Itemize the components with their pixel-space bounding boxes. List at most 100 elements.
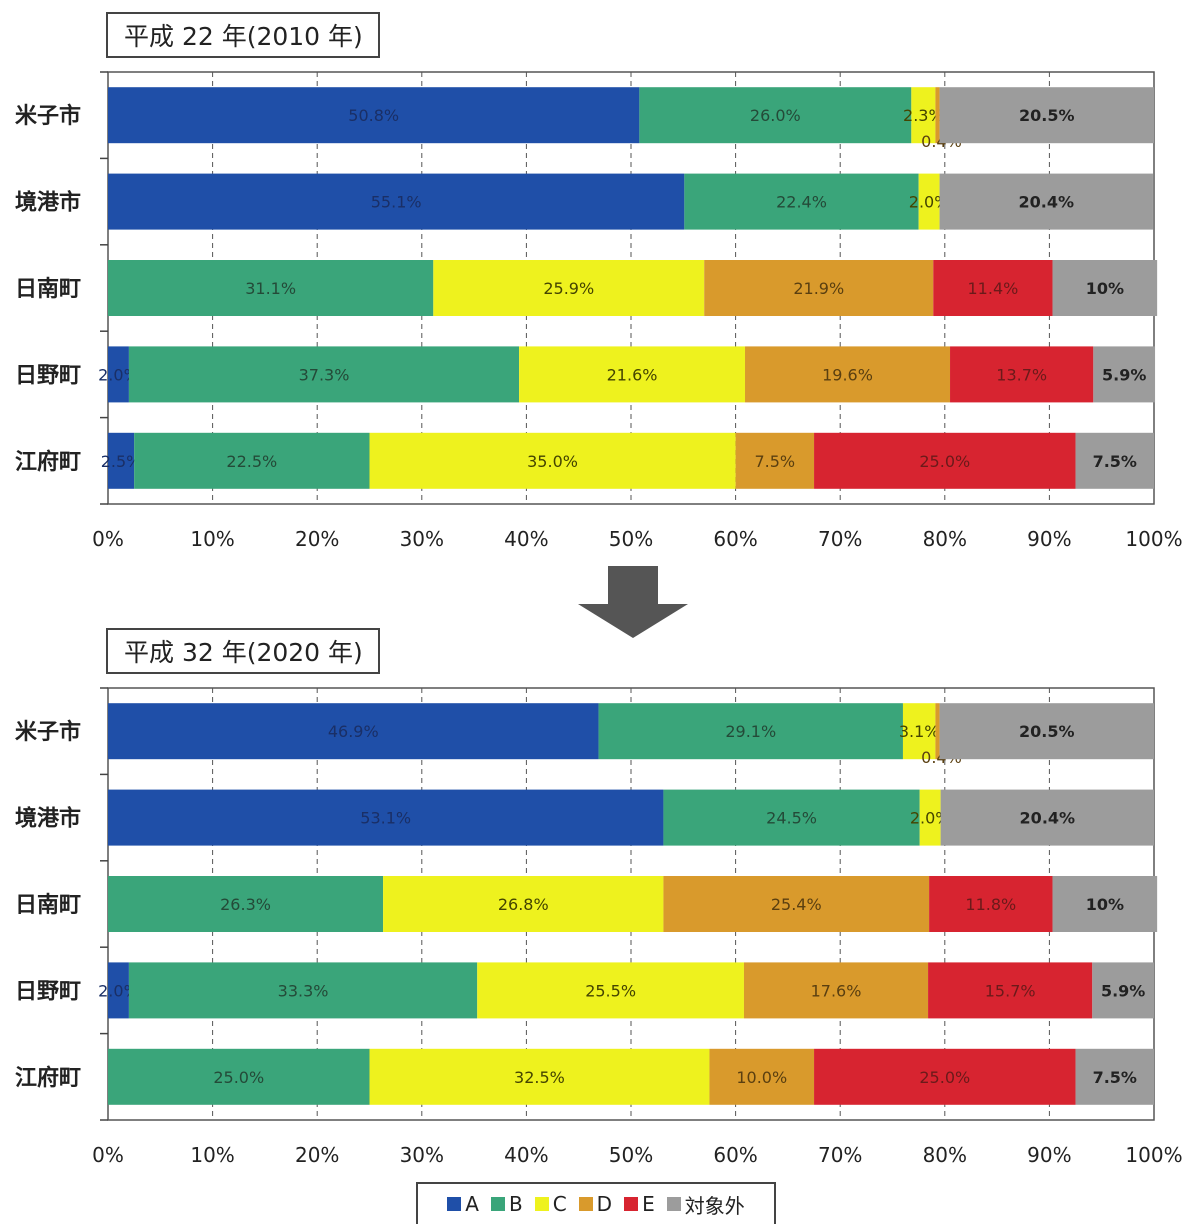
data-label: 31.1%: [245, 279, 296, 298]
bar-segment: [108, 173, 685, 230]
x-tick-label: 0%: [92, 1143, 124, 1167]
legend-label: B: [508, 1192, 523, 1216]
data-label: 25.4%: [771, 895, 822, 914]
bar-segment: [1075, 1048, 1154, 1105]
legend-item: E: [624, 1192, 655, 1216]
bar-segment: [745, 346, 951, 403]
data-label: 11.4%: [968, 279, 1019, 298]
bar-segment: [108, 876, 384, 932]
data-label: 33.3%: [278, 981, 329, 1000]
legend-item: C: [534, 1192, 567, 1216]
x-tick-label: 100%: [1125, 1143, 1182, 1167]
data-label: 2.0%: [909, 193, 950, 212]
data-label: 55.1%: [371, 193, 422, 212]
legend-item: D: [578, 1192, 612, 1216]
data-label: 26.3%: [220, 895, 271, 914]
data-label: 10%: [1086, 279, 1124, 298]
data-label: 3.1%: [899, 722, 940, 741]
x-tick-label: 40%: [504, 527, 548, 551]
data-label: 29.1%: [725, 722, 776, 741]
x-tick-label: 10%: [190, 1143, 234, 1167]
data-label: 22.5%: [226, 452, 277, 471]
bar-segment: [939, 87, 1154, 144]
bar-segment: [684, 173, 919, 230]
data-label: 25.9%: [543, 279, 594, 298]
bar-segment: [709, 1048, 815, 1105]
x-tick-label: 60%: [713, 527, 757, 551]
data-label: 25.0%: [213, 1068, 264, 1087]
x-tick-label: 80%: [923, 1143, 967, 1167]
data-label: 37.3%: [299, 365, 350, 384]
category-label: 日野町: [15, 979, 81, 1004]
data-label: 21.6%: [607, 365, 658, 384]
data-label: 10%: [1086, 895, 1124, 914]
bar-segment: [663, 789, 920, 846]
bar-segment: [108, 260, 434, 316]
category-label: 米子市: [15, 719, 81, 745]
data-label: 2.0%: [910, 809, 951, 828]
stacked-bar-chart-2020: 0% 10% 20% 30% 40% 50% 60% 70% 80% 90% 100% 米子市 46.9…: [15, 687, 1183, 1167]
data-label: 20.4%: [1020, 809, 1076, 828]
bar-segment: [902, 703, 936, 760]
data-label: 13.7%: [996, 365, 1047, 384]
data-label: 25.5%: [585, 981, 636, 1000]
data-label: 21.9%: [793, 279, 844, 298]
legend-label: 対象外: [684, 1193, 745, 1218]
data-label: 2.3%: [903, 106, 944, 125]
bar-segment: [1052, 876, 1158, 932]
bar-segment: [108, 346, 129, 403]
bar-segment: [369, 1048, 710, 1105]
x-tick-label: 30%: [400, 527, 444, 551]
data-label: 11.8%: [965, 895, 1016, 914]
bar-segment: [919, 789, 941, 846]
data-label: 53.1%: [360, 809, 411, 828]
bar-segment: [433, 260, 705, 316]
category-label: 米子市: [15, 103, 81, 129]
bar-segment: [477, 962, 744, 1019]
bar-segment: [918, 173, 940, 230]
x-tick-label: 70%: [818, 1143, 862, 1167]
bar-segment: [1052, 260, 1158, 316]
category-label: 江府町: [15, 1065, 81, 1091]
bar-segment: [935, 87, 940, 144]
legend-swatch: [534, 1197, 549, 1211]
bar-segment: [704, 260, 934, 316]
category-label: 日南町: [15, 893, 81, 918]
category-label: 日南町: [15, 277, 81, 302]
x-tick-label: 0%: [92, 527, 124, 551]
bar-segment: [735, 432, 815, 489]
x-tick-label: 90%: [1027, 527, 1071, 551]
bar-segment: [128, 346, 520, 403]
data-label: 2.0%: [98, 365, 139, 384]
legend-item: A: [447, 1192, 479, 1216]
data-label: 5.9%: [1102, 365, 1146, 384]
legend-swatch: [578, 1197, 593, 1211]
bar-segment: [950, 346, 1094, 403]
chart-title-2020: 平成 32 年(2020 年): [106, 628, 380, 674]
bar-segment: [940, 789, 1154, 846]
bar-segment: [928, 962, 1093, 1019]
data-label: 24.5%: [766, 809, 817, 828]
x-tick-label: 50%: [609, 527, 653, 551]
bar-segment: [814, 432, 1076, 489]
bar-segment: [743, 962, 929, 1019]
stacked-bar-chart-2010: 0% 10% 20% 30% 40% 50% 60% 70% 80% 90% 100% 米子市 50.8…: [15, 71, 1183, 551]
bar-segment: [383, 876, 664, 932]
data-label: 10.0%: [736, 1068, 787, 1087]
category-label: 境港市: [15, 190, 81, 216]
data-label: 32.5%: [514, 1068, 565, 1087]
bar-segment: [598, 703, 903, 760]
x-tick-label: 80%: [923, 527, 967, 551]
bar-segment: [814, 1048, 1076, 1105]
x-tick-label: 100%: [1125, 527, 1182, 551]
data-label: 25.0%: [919, 1068, 970, 1087]
legend-swatch: [447, 1197, 462, 1211]
data-label: 17.6%: [811, 981, 862, 1000]
x-tick-label: 20%: [295, 1143, 339, 1167]
x-tick-label: 70%: [818, 527, 862, 551]
bar-segment: [108, 87, 640, 144]
bar-segment: [929, 876, 1053, 932]
x-tick-label: 40%: [504, 1143, 548, 1167]
legend-label: A: [465, 1192, 479, 1216]
x-tick-label: 90%: [1027, 1143, 1071, 1167]
